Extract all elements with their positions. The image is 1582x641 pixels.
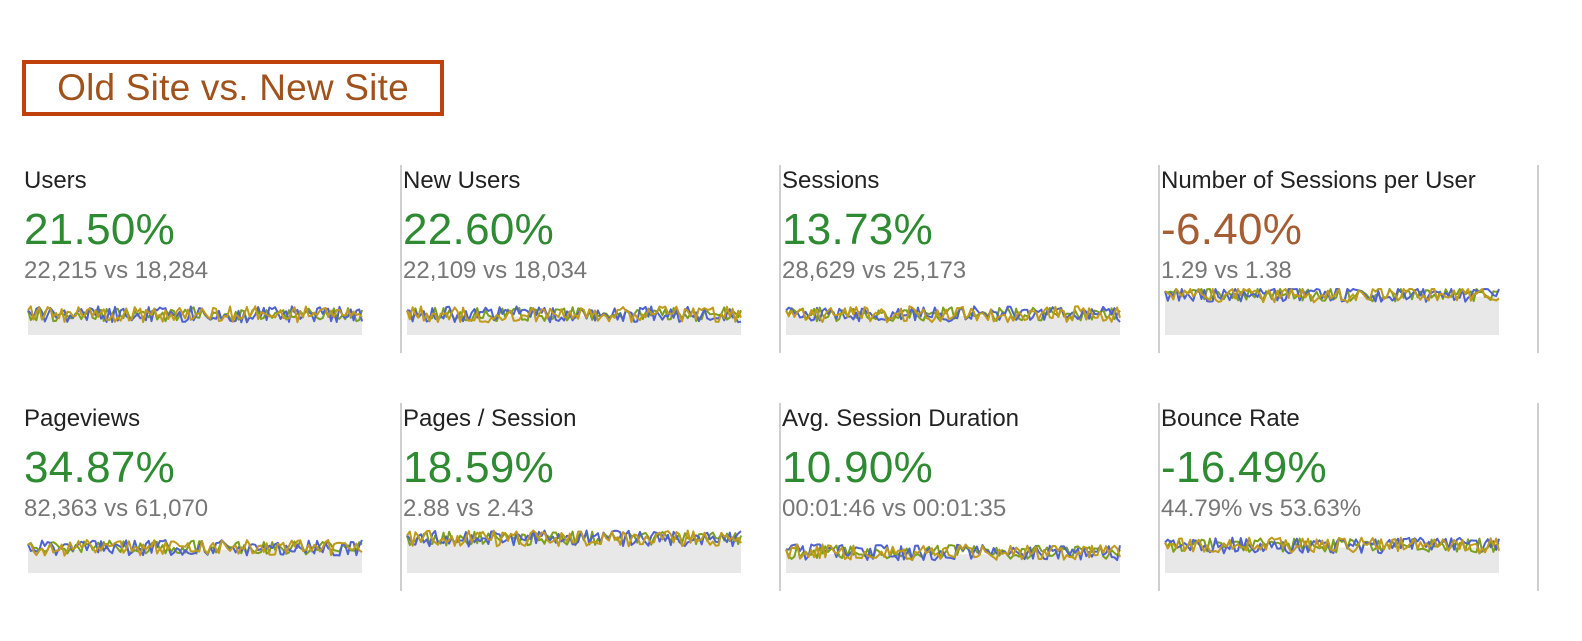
metric-label: Pages / Session — [403, 405, 577, 432]
dashboard-title: Old Site vs. New Site — [57, 67, 409, 108]
metric-label: Bounce Rate — [1161, 405, 1300, 432]
sparkline-series-new — [785, 543, 1121, 561]
sparkline-series-old — [785, 543, 1121, 562]
metric-card-sessions-per-user[interactable]: Number of Sessions per User -6.40% 1.29 … — [1161, 165, 1539, 353]
metric-sparkline — [1164, 288, 1500, 335]
metric-card-pageviews[interactable]: Pageviews 34.87% 82,363 vs 61,070 — [24, 403, 402, 591]
metric-change: -16.49% — [1161, 443, 1327, 492]
metric-sparkline — [1164, 536, 1500, 573]
metric-change: -6.40% — [1161, 205, 1303, 254]
sparkline-area — [407, 540, 741, 573]
metric-label: Number of Sessions per User — [1161, 167, 1476, 194]
metric-sparkline — [27, 305, 363, 335]
sparkline-series-overlap — [406, 530, 742, 547]
metric-change: 18.59% — [403, 443, 555, 492]
metric-card-new-users[interactable]: New Users 22.60% 22,109 vs 18,034 — [403, 165, 781, 353]
sparkline-series-old — [1164, 288, 1500, 303]
dashboard-title-box: Old Site vs. New Site — [22, 60, 444, 116]
metric-sparkline — [406, 529, 742, 573]
metric-card-pages-per-session[interactable]: Pages / Session 18.59% 2.88 vs 2.43 — [403, 403, 781, 591]
sparkline-series-old — [406, 529, 742, 548]
metric-comparison: 00:01:46 vs 00:01:35 — [782, 495, 1007, 522]
sparkline-series-new — [785, 305, 1121, 324]
sparkline-series-new — [1164, 288, 1500, 304]
metric-change: 34.87% — [24, 443, 176, 492]
sparkline-series-new — [27, 539, 363, 557]
metric-label: Sessions — [782, 167, 880, 194]
sparkline-series-new — [1164, 536, 1500, 555]
metric-label: Avg. Session Duration — [782, 405, 1020, 432]
metric-label: New Users — [403, 167, 521, 194]
metric-sparkline — [27, 539, 363, 573]
metric-label: Users — [24, 167, 87, 194]
sparkline-series-new — [406, 305, 742, 324]
metric-label: Pageviews — [24, 405, 141, 432]
metric-sparkline — [406, 305, 742, 335]
sparkline-series-new — [406, 529, 742, 548]
sparkline-area — [28, 549, 362, 573]
metric-comparison: 44.79% vs 53.63% — [1161, 495, 1362, 522]
metric-comparison: 22,109 vs 18,034 — [403, 257, 588, 284]
metric-sparkline — [785, 305, 1121, 335]
metric-card-avg-session-duration[interactable]: Avg. Session Duration 10.90% 00:01:46 vs… — [782, 403, 1160, 591]
metric-comparison: 2.88 vs 2.43 — [403, 495, 534, 522]
sparkline-series-overlap — [1164, 537, 1500, 554]
metric-change: 22.60% — [403, 205, 555, 254]
metric-card-users[interactable]: Users 21.50% 22,215 vs 18,284 — [24, 165, 402, 353]
metric-change: 10.90% — [782, 443, 934, 492]
metric-card-bounce-rate[interactable]: Bounce Rate -16.49% 44.79% vs 53.63% — [1161, 403, 1539, 591]
metric-change: 21.50% — [24, 205, 176, 254]
metric-comparison: 28,629 vs 25,173 — [782, 257, 967, 284]
metric-change: 13.73% — [782, 205, 934, 254]
sparkline-area — [786, 554, 1120, 573]
sparkline-area — [1165, 296, 1499, 335]
metric-comparison: 1.29 vs 1.38 — [1161, 257, 1292, 284]
sparkline-area — [407, 316, 741, 335]
metric-comparison: 82,363 vs 61,070 — [24, 495, 209, 522]
sparkline-series-new — [27, 305, 363, 324]
metric-card-sessions[interactable]: Sessions 13.73% 28,629 vs 25,173 — [782, 165, 1160, 353]
metric-comparison: 22,215 vs 18,284 — [24, 257, 209, 284]
metric-sparkline — [785, 543, 1121, 573]
sparkline-series-overlap — [406, 306, 742, 322]
